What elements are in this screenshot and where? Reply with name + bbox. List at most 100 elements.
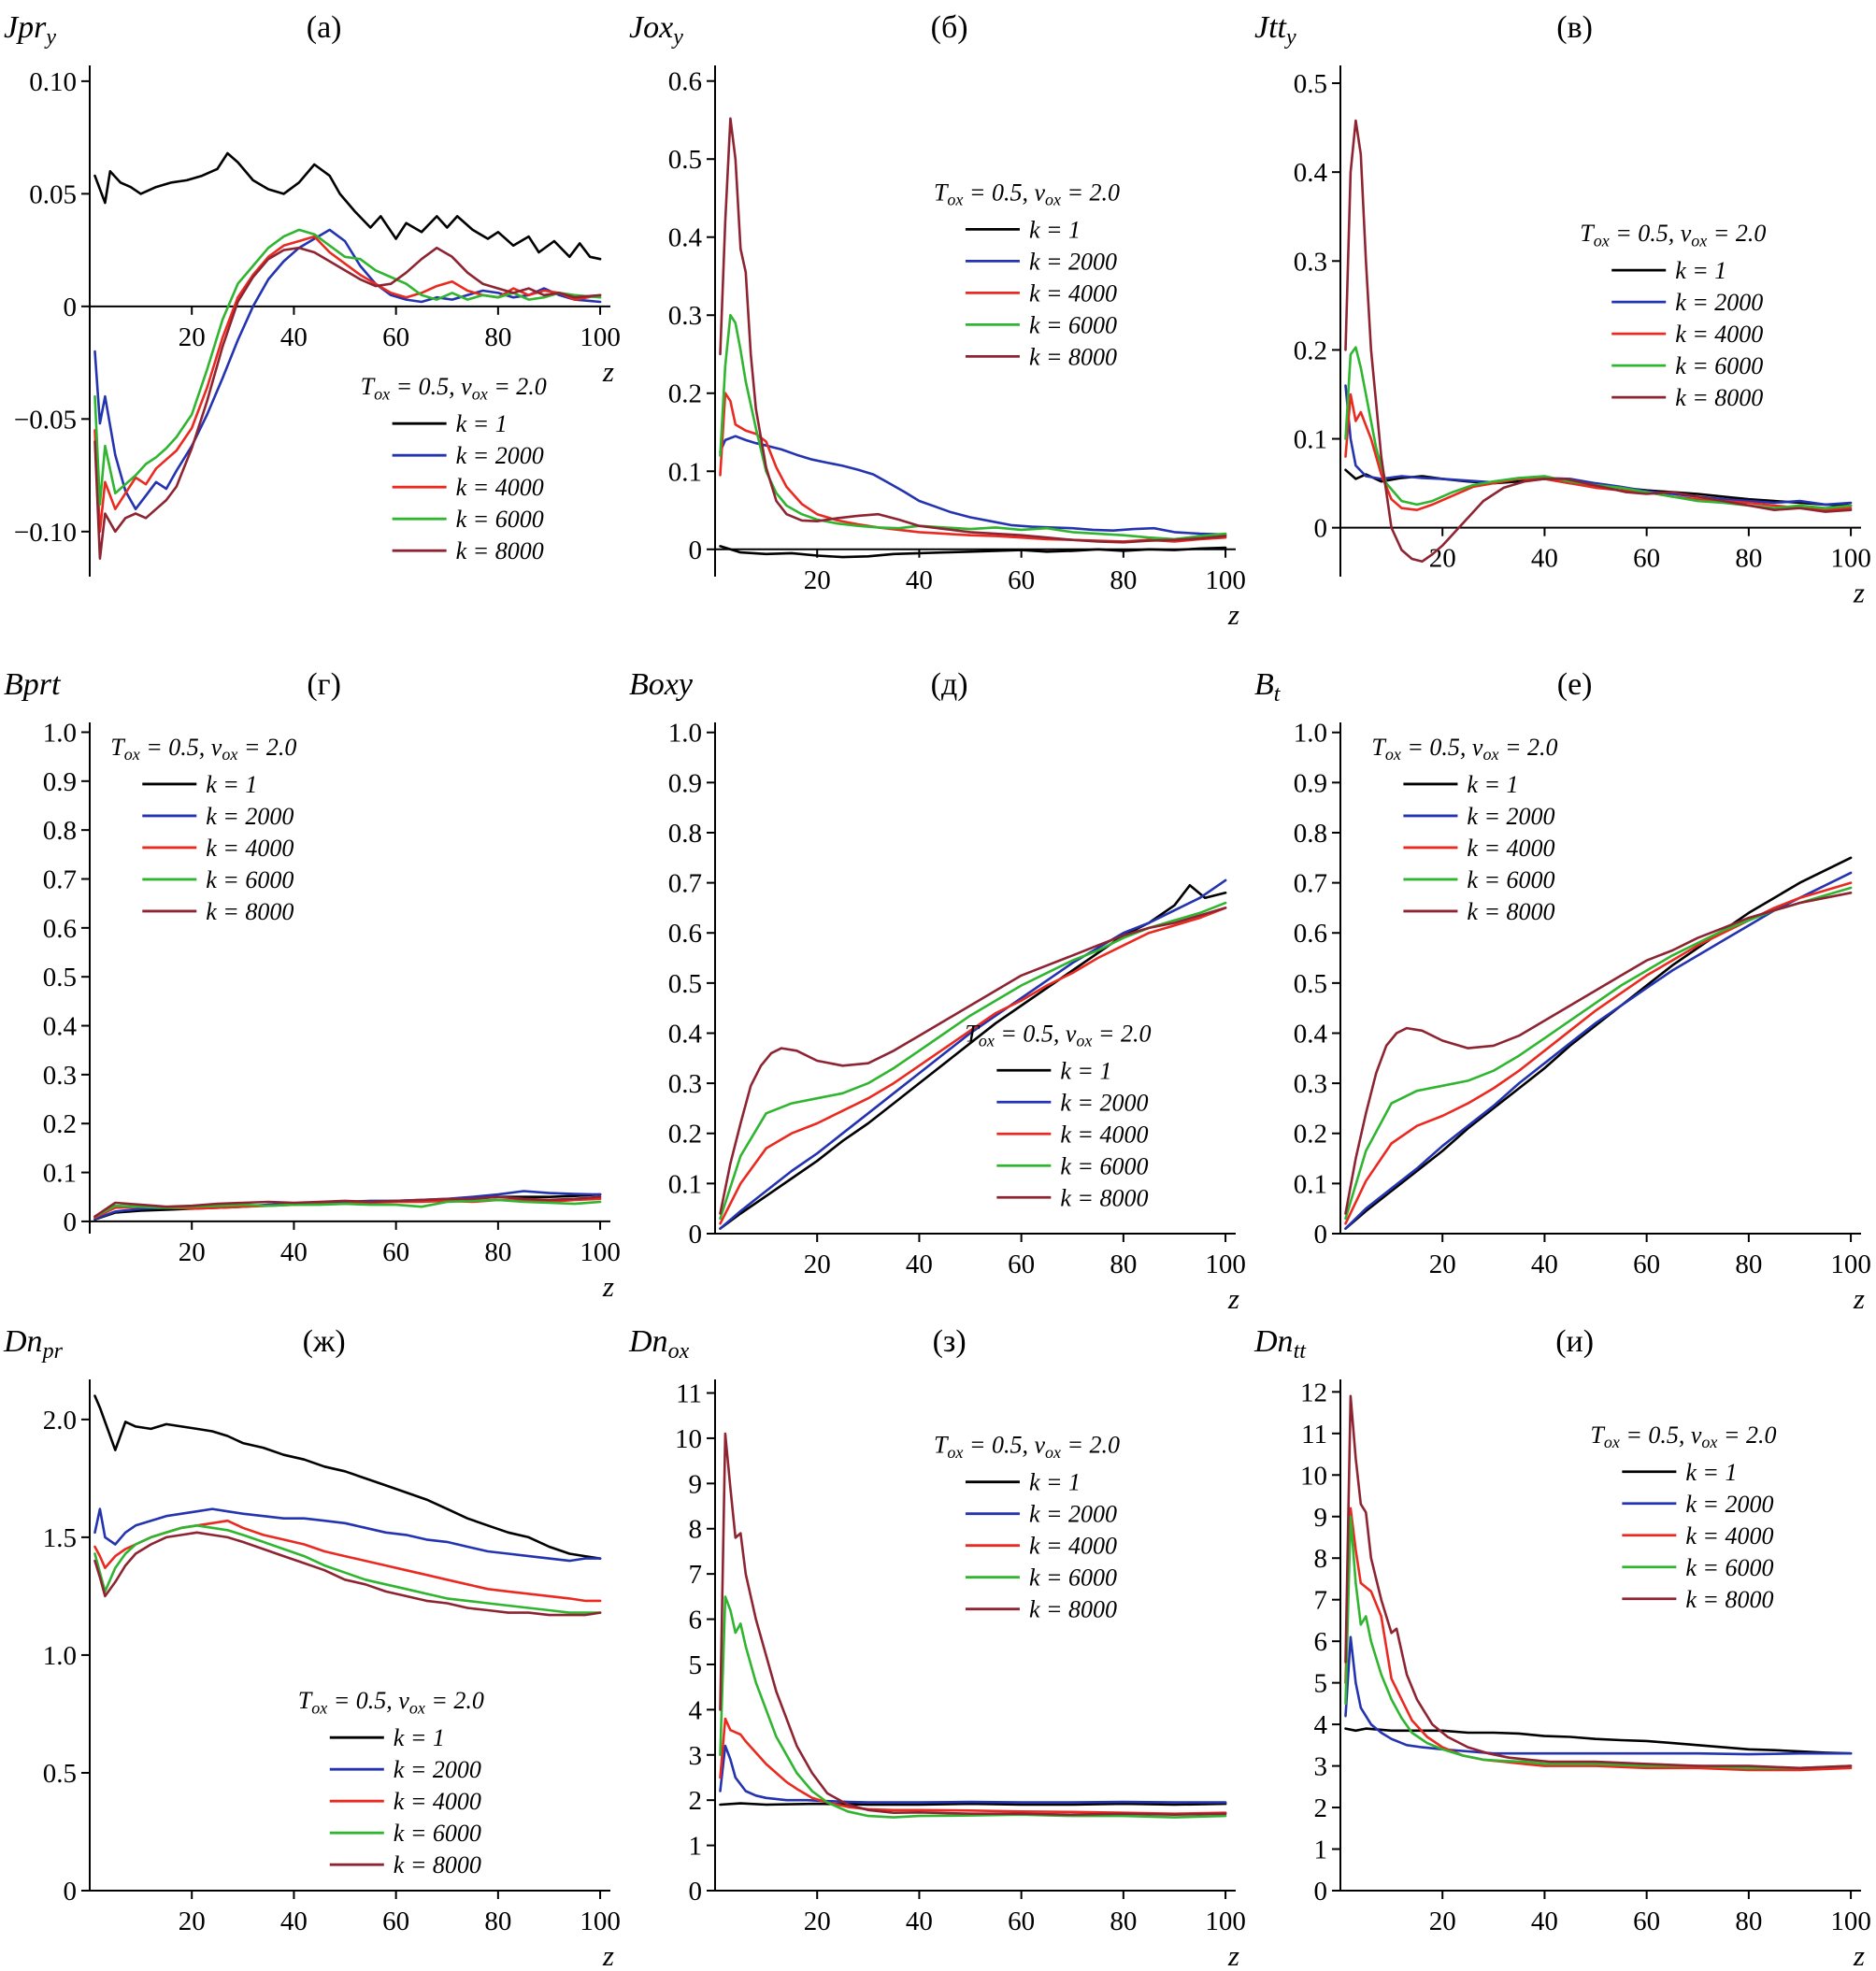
- svg-text:10: 10: [1300, 1461, 1327, 1491]
- svg-text:k = 6000: k = 6000: [206, 866, 294, 893]
- panel-i-dntt: 20 40 60 80 100 z 0 1 2 3 4 5 6 7 8 9 10 11 12 Dntt (и) Tox =…: [1251, 1314, 1876, 1971]
- svg-text:k = 2000: k = 2000: [206, 803, 294, 830]
- svg-text:k = 8000: k = 8000: [1060, 1184, 1148, 1211]
- svg-text:k = 2000: k = 2000: [1675, 289, 1763, 316]
- svg-text:0.4: 0.4: [1294, 1019, 1328, 1049]
- svg-text:0.6: 0.6: [43, 914, 77, 944]
- svg-text:0: 0: [64, 1207, 78, 1237]
- panel-d-boxy: 20 40 60 80 100 z 0 0.1 0.2 0.3 0.4 0.5 0.6 0.7 0.8 0.9…: [625, 657, 1251, 1314]
- svg-text:60: 60: [382, 1907, 409, 1936]
- svg-text:k = 1: k = 1: [394, 1724, 445, 1751]
- svg-text:Bprt: Bprt: [4, 667, 62, 702]
- svg-text:k = 6000: k = 6000: [1060, 1152, 1148, 1179]
- svg-text:0.1: 0.1: [1294, 1169, 1327, 1199]
- svg-text:80: 80: [1735, 1250, 1762, 1279]
- svg-text:5: 5: [1314, 1669, 1328, 1699]
- panel-a-jpry: 20 40 60 80 100 z 0.10 0.05 0 −0.05 −0.10 Jpry (а) To…: [0, 0, 625, 657]
- svg-text:Tox = 0.5, νox = 2.0: Tox = 0.5, νox = 2.0: [361, 373, 547, 403]
- svg-text:0.1: 0.1: [43, 1159, 77, 1189]
- svg-text:Boxy: Boxy: [629, 667, 694, 702]
- svg-text:Tox = 0.5, νox = 2.0: Tox = 0.5, νox = 2.0: [110, 734, 296, 764]
- svg-text:0: 0: [689, 1220, 703, 1250]
- svg-text:40: 40: [280, 1237, 308, 1267]
- svg-text:(б): (б): [931, 10, 968, 45]
- svg-text:40: 40: [1531, 1250, 1558, 1279]
- svg-text:z: z: [602, 1270, 614, 1303]
- svg-text:9: 9: [689, 1469, 703, 1499]
- svg-text:7: 7: [689, 1560, 703, 1590]
- svg-text:k = 4000: k = 4000: [456, 474, 544, 501]
- svg-text:Bt: Bt: [1254, 667, 1282, 707]
- svg-text:k = 4000: k = 4000: [1675, 321, 1763, 348]
- svg-text:k = 2000: k = 2000: [1029, 1501, 1117, 1528]
- svg-text:40: 40: [906, 565, 933, 595]
- svg-text:0.3: 0.3: [668, 1069, 702, 1099]
- svg-text:(д): (д): [931, 667, 968, 702]
- svg-text:k = 4000: k = 4000: [1060, 1121, 1148, 1148]
- svg-text:20: 20: [804, 1907, 831, 1936]
- svg-text:k = 4000: k = 4000: [1029, 279, 1117, 307]
- svg-text:20: 20: [179, 1907, 206, 1936]
- panel-v-jtty: 20 40 60 80 100 z 0 0.1 0.2 0.3 0.4 0.5 Jtty (в) Tox =…: [1251, 0, 1876, 657]
- svg-text:40: 40: [906, 1250, 933, 1279]
- svg-text:k = 4000: k = 4000: [1029, 1533, 1117, 1560]
- svg-text:3: 3: [689, 1741, 703, 1771]
- svg-text:k = 4000: k = 4000: [206, 835, 294, 862]
- svg-text:80: 80: [1735, 1907, 1762, 1936]
- svg-text:0.3: 0.3: [1294, 1069, 1327, 1099]
- svg-text:k = 6000: k = 6000: [1685, 1554, 1773, 1581]
- svg-text:100: 100: [1830, 1907, 1871, 1936]
- svg-text:80: 80: [1110, 1907, 1137, 1936]
- svg-text:0: 0: [1314, 1220, 1328, 1250]
- svg-text:0.1: 0.1: [1294, 425, 1327, 455]
- svg-text:z: z: [1853, 1282, 1865, 1314]
- svg-text:k = 2000: k = 2000: [394, 1756, 481, 1783]
- svg-text:z: z: [1227, 1282, 1239, 1314]
- svg-text:1: 1: [689, 1832, 703, 1862]
- svg-text:5: 5: [689, 1650, 703, 1680]
- svg-text:0.4: 0.4: [668, 1019, 703, 1049]
- panel-zh-dnpr: 20 40 60 80 100 z 0 0.5 1.0 1.5 2.0 Dnpr (ж) Tox = 0.…: [0, 1314, 625, 1971]
- svg-text:20: 20: [179, 322, 206, 352]
- svg-text:0.1: 0.1: [668, 1169, 702, 1199]
- svg-text:k = 8000: k = 8000: [206, 898, 294, 925]
- svg-text:1.0: 1.0: [43, 718, 77, 748]
- svg-text:z: z: [602, 1939, 614, 1971]
- svg-text:Tox = 0.5, νox = 2.0: Tox = 0.5, νox = 2.0: [934, 1432, 1120, 1462]
- svg-text:0.7: 0.7: [43, 865, 77, 895]
- svg-text:k = 2000: k = 2000: [1029, 248, 1117, 275]
- chart-zh: 20 40 60 80 100 z 0 0.5 1.0 1.5 2.0 Dnpr (ж) Tox = 0.…: [3, 1324, 621, 1971]
- svg-text:k = 6000: k = 6000: [1675, 352, 1763, 379]
- svg-text:(г): (г): [307, 667, 341, 702]
- svg-text:0.2: 0.2: [668, 379, 702, 409]
- svg-text:z: z: [1227, 1939, 1239, 1971]
- chart-e: 20 40 60 80 100 z 0 0.1 0.2 0.3 0.4 0.5 0.6 0.7 0.8 0.9…: [1254, 667, 1871, 1314]
- svg-text:k = 8000: k = 8000: [1675, 384, 1763, 411]
- panel-g-bprt: 20 40 60 80 100 z 0 0.1 0.2 0.3 0.4 0.5 0.6 0.7 0.8 0.9…: [0, 657, 625, 1314]
- svg-text:k = 2000: k = 2000: [456, 442, 544, 469]
- svg-text:0.2: 0.2: [668, 1120, 702, 1150]
- svg-text:0.8: 0.8: [1294, 819, 1327, 849]
- svg-text:0.5: 0.5: [1294, 69, 1327, 99]
- svg-text:Tox = 0.5, νox = 2.0: Tox = 0.5, νox = 2.0: [934, 179, 1120, 208]
- svg-text:0.4: 0.4: [1294, 158, 1328, 188]
- svg-text:z: z: [1227, 598, 1239, 631]
- svg-text:k = 1: k = 1: [1029, 216, 1081, 243]
- panel-e-bt: 20 40 60 80 100 z 0 0.1 0.2 0.3 0.4 0.5 0.6 0.7 0.8 0.9…: [1251, 657, 1876, 1314]
- svg-text:k = 6000: k = 6000: [394, 1820, 481, 1847]
- svg-text:k = 4000: k = 4000: [1685, 1522, 1773, 1550]
- svg-text:k = 8000: k = 8000: [456, 537, 544, 564]
- svg-text:k = 2000: k = 2000: [1467, 803, 1554, 830]
- svg-text:k = 1: k = 1: [1467, 771, 1518, 798]
- svg-text:0.9: 0.9: [1294, 768, 1327, 798]
- chart-z: 20 40 60 80 100 z 0 1 2 3 4 5 6 7 8 9 10 11 Dnox (з) Tox = 0…: [628, 1324, 1246, 1971]
- svg-text:40: 40: [280, 322, 308, 352]
- svg-text:0.5: 0.5: [668, 145, 702, 175]
- svg-text:60: 60: [382, 322, 409, 352]
- svg-text:−0.10: −0.10: [14, 518, 77, 548]
- svg-text:1: 1: [1314, 1835, 1328, 1865]
